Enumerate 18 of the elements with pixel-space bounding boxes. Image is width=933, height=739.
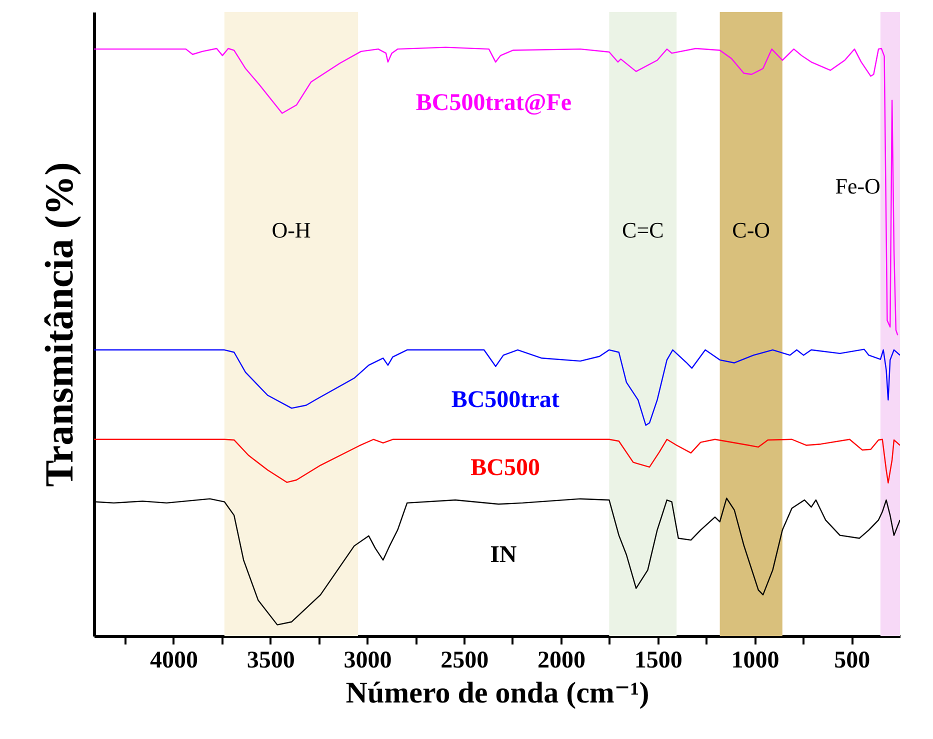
- band-label: Fe-O: [835, 174, 880, 199]
- y-axis-title: Transmitância (%): [36, 162, 82, 487]
- band-label: C=C: [622, 217, 664, 242]
- x-tick-label: 500: [834, 648, 870, 674]
- x-tick-label: 3500: [246, 648, 295, 674]
- x-tick-label: 1500: [634, 648, 682, 674]
- band-label: O-H: [272, 217, 311, 242]
- x-tick-label: 1000: [731, 648, 780, 674]
- x-tick-label: 2000: [537, 648, 586, 674]
- series-label: BC500trat: [451, 386, 560, 413]
- x-tick-label: 4000: [150, 648, 198, 674]
- series-label: IN: [490, 542, 518, 568]
- series-label: BC500trat@Fe: [416, 90, 572, 116]
- x-tick-label: 3000: [344, 648, 392, 674]
- series-label: BC500: [470, 455, 540, 482]
- x-axis-title: Número de onda (cm⁻¹): [346, 676, 650, 710]
- x-tick-label: 2500: [440, 648, 489, 674]
- band-label: C-O: [732, 217, 770, 242]
